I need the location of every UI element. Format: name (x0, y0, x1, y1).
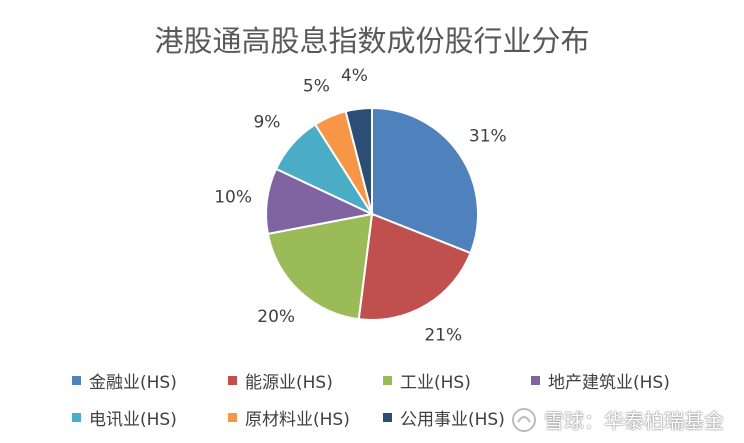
legend-label: 地产建筑业(HS) (548, 372, 670, 393)
pie-slice-0 (371, 106, 479, 255)
legend-swatch (228, 375, 237, 385)
legend-item-utilities: 公用事业(HS) (383, 405, 505, 430)
legend-label: 能源业(HS) (245, 372, 333, 393)
legend-item-industry: 工业(HS) (383, 368, 471, 393)
legend-item-telecom: 电讯业(HS) (72, 405, 177, 430)
slice-data-label-3: 10% (214, 187, 252, 207)
legend-item-materials: 原材料业(HS) (228, 405, 350, 430)
legend-swatch (228, 412, 237, 422)
legend-label: 电讯业(HS) (89, 409, 177, 430)
pie-slice-1 (357, 212, 472, 321)
pie-slice-2 (266, 212, 374, 321)
legend-swatch (72, 375, 81, 385)
pie-slice-6 (344, 106, 373, 215)
chart-title: 港股通高股息指数成份股行业分布 (154, 24, 590, 58)
slice-data-label-6: 4% (341, 66, 368, 86)
legend-swatch (531, 375, 540, 385)
legend-item-finance: 金融业(HS) (72, 368, 177, 393)
slice-data-label-4: 9% (253, 112, 280, 132)
legend-label: 工业(HS) (400, 372, 471, 393)
slice-data-label-2: 20% (257, 307, 295, 327)
watermark-text: 雪球：华泰柏瑞基金 (544, 409, 724, 433)
slice-data-label-5: 5% (303, 77, 330, 97)
slice-data-label-1: 21% (424, 326, 462, 346)
snowball-logo-icon (512, 407, 536, 432)
legend-label: 原材料业(HS) (245, 409, 350, 430)
watermark: 雪球：华泰柏瑞基金 (510, 405, 724, 434)
legend-label: 金融业(HS) (89, 372, 177, 393)
legend-swatch (383, 412, 392, 422)
legend-item-energy: 能源业(HS) (228, 368, 333, 393)
legend-label: 公用事业(HS) (400, 409, 505, 430)
legend-swatch (383, 375, 392, 385)
legend-item-property: 地产建筑业(HS) (531, 368, 670, 393)
legend-swatch (72, 412, 81, 422)
slice-data-label-0: 31% (469, 126, 507, 146)
